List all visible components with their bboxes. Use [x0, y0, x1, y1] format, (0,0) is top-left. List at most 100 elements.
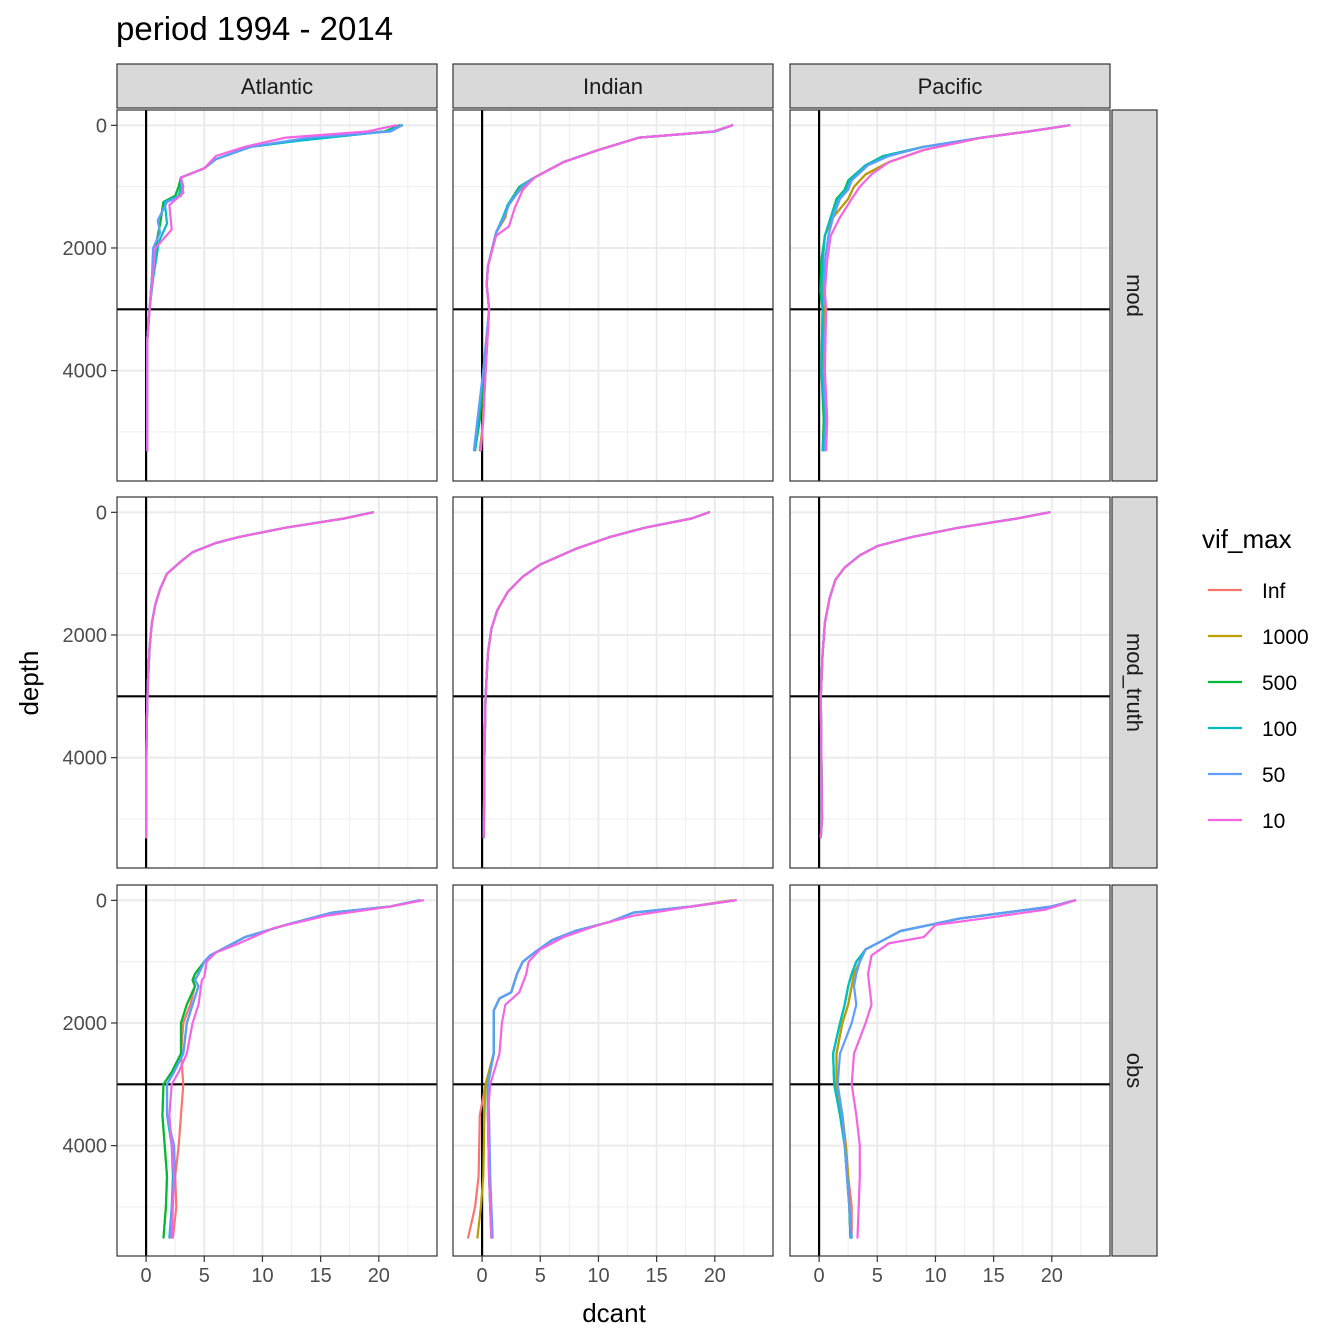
y-axis-mod-truth: 0 2000 4000: [63, 502, 117, 770]
x-tick-label: 0: [814, 1265, 825, 1287]
panel-background: [453, 110, 773, 481]
legend-entry-50: 50: [1208, 764, 1285, 787]
chart-title: period 1994 - 2014: [116, 10, 393, 47]
panel-obs-atlantic: [116, 884, 438, 1257]
panel-border: [116, 884, 438, 1257]
x-axis-title: dcant: [582, 1298, 646, 1328]
panel-border: [116, 496, 438, 869]
series-line-10: [479, 124, 734, 452]
reference-lines: [790, 885, 1110, 1256]
legend-title: vif_max: [1202, 524, 1292, 554]
column-strip-indian: Indian: [452, 63, 774, 109]
y-axis-mod: 0 2000 4000: [63, 115, 117, 383]
reference-lines: [453, 497, 773, 868]
column-strip-pacific: Pacific: [789, 63, 1111, 109]
row-strip-bg: [1111, 884, 1158, 1257]
panel-background: [790, 885, 1110, 1256]
series-line-50: [836, 899, 1077, 1239]
x-tick-label: 15: [646, 1265, 668, 1287]
series-lines: [472, 124, 734, 452]
x-tick-label: 10: [587, 1265, 609, 1287]
x-tick-label: 0: [141, 1265, 152, 1287]
panel-background: [453, 497, 773, 868]
x-tick-label: 15: [310, 1265, 332, 1287]
series-lines: [832, 899, 1077, 1239]
row-strip-label: mod: [1122, 274, 1147, 317]
column-strip-label: Indian: [583, 74, 643, 99]
x-tick-label: 5: [872, 1265, 883, 1287]
y-tick-label: 4000: [63, 748, 108, 770]
panel-mod-truth-atlantic: [116, 496, 438, 869]
panel-border: [452, 496, 774, 869]
x-tick-label: 20: [1041, 1265, 1063, 1287]
x-axis-pacific: 0 5 10 15 20: [814, 1256, 1063, 1287]
x-tick-label: 20: [704, 1265, 726, 1287]
series-line-10: [168, 899, 425, 1239]
panel-background: [117, 110, 437, 481]
legend-entry-10: 10: [1208, 810, 1285, 833]
panel-mod-truth-indian: [452, 496, 774, 869]
legend: vif_max Inf 1000 500 100 50 10: [1202, 524, 1309, 833]
x-tick-label: 10: [924, 1265, 946, 1287]
gridlines: [453, 885, 773, 1256]
reference-lines: [117, 885, 437, 1256]
row-strip-obs: obs: [1111, 884, 1158, 1257]
panel-border: [452, 884, 774, 1257]
series-line-10: [486, 899, 737, 1239]
x-axis-indian: 0 5 10 15 20: [477, 1256, 726, 1287]
x-tick-label: 5: [199, 1265, 210, 1287]
series-line-10: [823, 124, 1071, 452]
series-lines: [146, 124, 404, 452]
row-strip-mod: mod: [1111, 109, 1158, 482]
y-tick-label: 0: [96, 115, 107, 137]
row-strip-bg: [1111, 109, 1158, 482]
y-tick-label: 4000: [63, 361, 108, 383]
series-line-10: [146, 124, 398, 452]
series-line-10: [482, 511, 711, 839]
x-tick-label: 15: [983, 1265, 1005, 1287]
row-strip-mod-truth: mod_truth: [1111, 496, 1158, 869]
y-tick-label: 2000: [63, 625, 108, 647]
legend-entry-inf: Inf: [1208, 580, 1286, 603]
panel-border: [789, 109, 1111, 482]
series-lines: [482, 511, 711, 839]
panel-obs-indian: [452, 884, 774, 1257]
panel-mod-atlantic: [116, 109, 438, 482]
panel-mod-pacific: [789, 109, 1111, 482]
reference-lines: [117, 110, 437, 481]
legend-label: 50: [1262, 764, 1285, 787]
column-strip-label: Pacific: [918, 74, 983, 99]
y-tick-label: 0: [96, 502, 107, 524]
panel-background: [117, 885, 437, 1256]
y-tick-label: 4000: [63, 1136, 108, 1158]
series-line-10: [850, 899, 1077, 1239]
x-tick-label: 5: [535, 1265, 546, 1287]
column-strip-bg: [116, 63, 438, 109]
y-tick-label: 2000: [63, 238, 108, 260]
panel-background: [790, 497, 1110, 868]
legend-entry-100: 100: [1208, 718, 1297, 741]
column-strip-atlantic: Atlantic: [116, 63, 438, 109]
legend-label: 100: [1262, 718, 1297, 741]
panel-border: [116, 109, 438, 482]
x-tick-label: 20: [368, 1265, 390, 1287]
panel-border: [789, 884, 1111, 1257]
panel-mod-indian: [452, 109, 774, 482]
series-line-10: [819, 511, 1051, 839]
series-lines: [819, 124, 1071, 452]
legend-entry-500: 500: [1208, 672, 1297, 695]
y-tick-label: 2000: [63, 1013, 108, 1035]
reference-lines: [790, 110, 1110, 481]
row-strip-bg: [1111, 496, 1158, 869]
panel-mod-truth-pacific: [789, 496, 1111, 869]
series-lines: [467, 899, 737, 1239]
panel-border: [452, 109, 774, 482]
series-lines: [161, 899, 425, 1239]
legend-label: 500: [1262, 672, 1297, 695]
x-tick-label: 0: [477, 1265, 488, 1287]
axes: 0 2000 4000 0 2000 4000 0 2000 4000 0 5 10 15 20 0 5 10 1…: [63, 115, 1063, 1287]
series-lines: [145, 511, 375, 839]
legend-entry-1000: 1000: [1208, 626, 1309, 649]
